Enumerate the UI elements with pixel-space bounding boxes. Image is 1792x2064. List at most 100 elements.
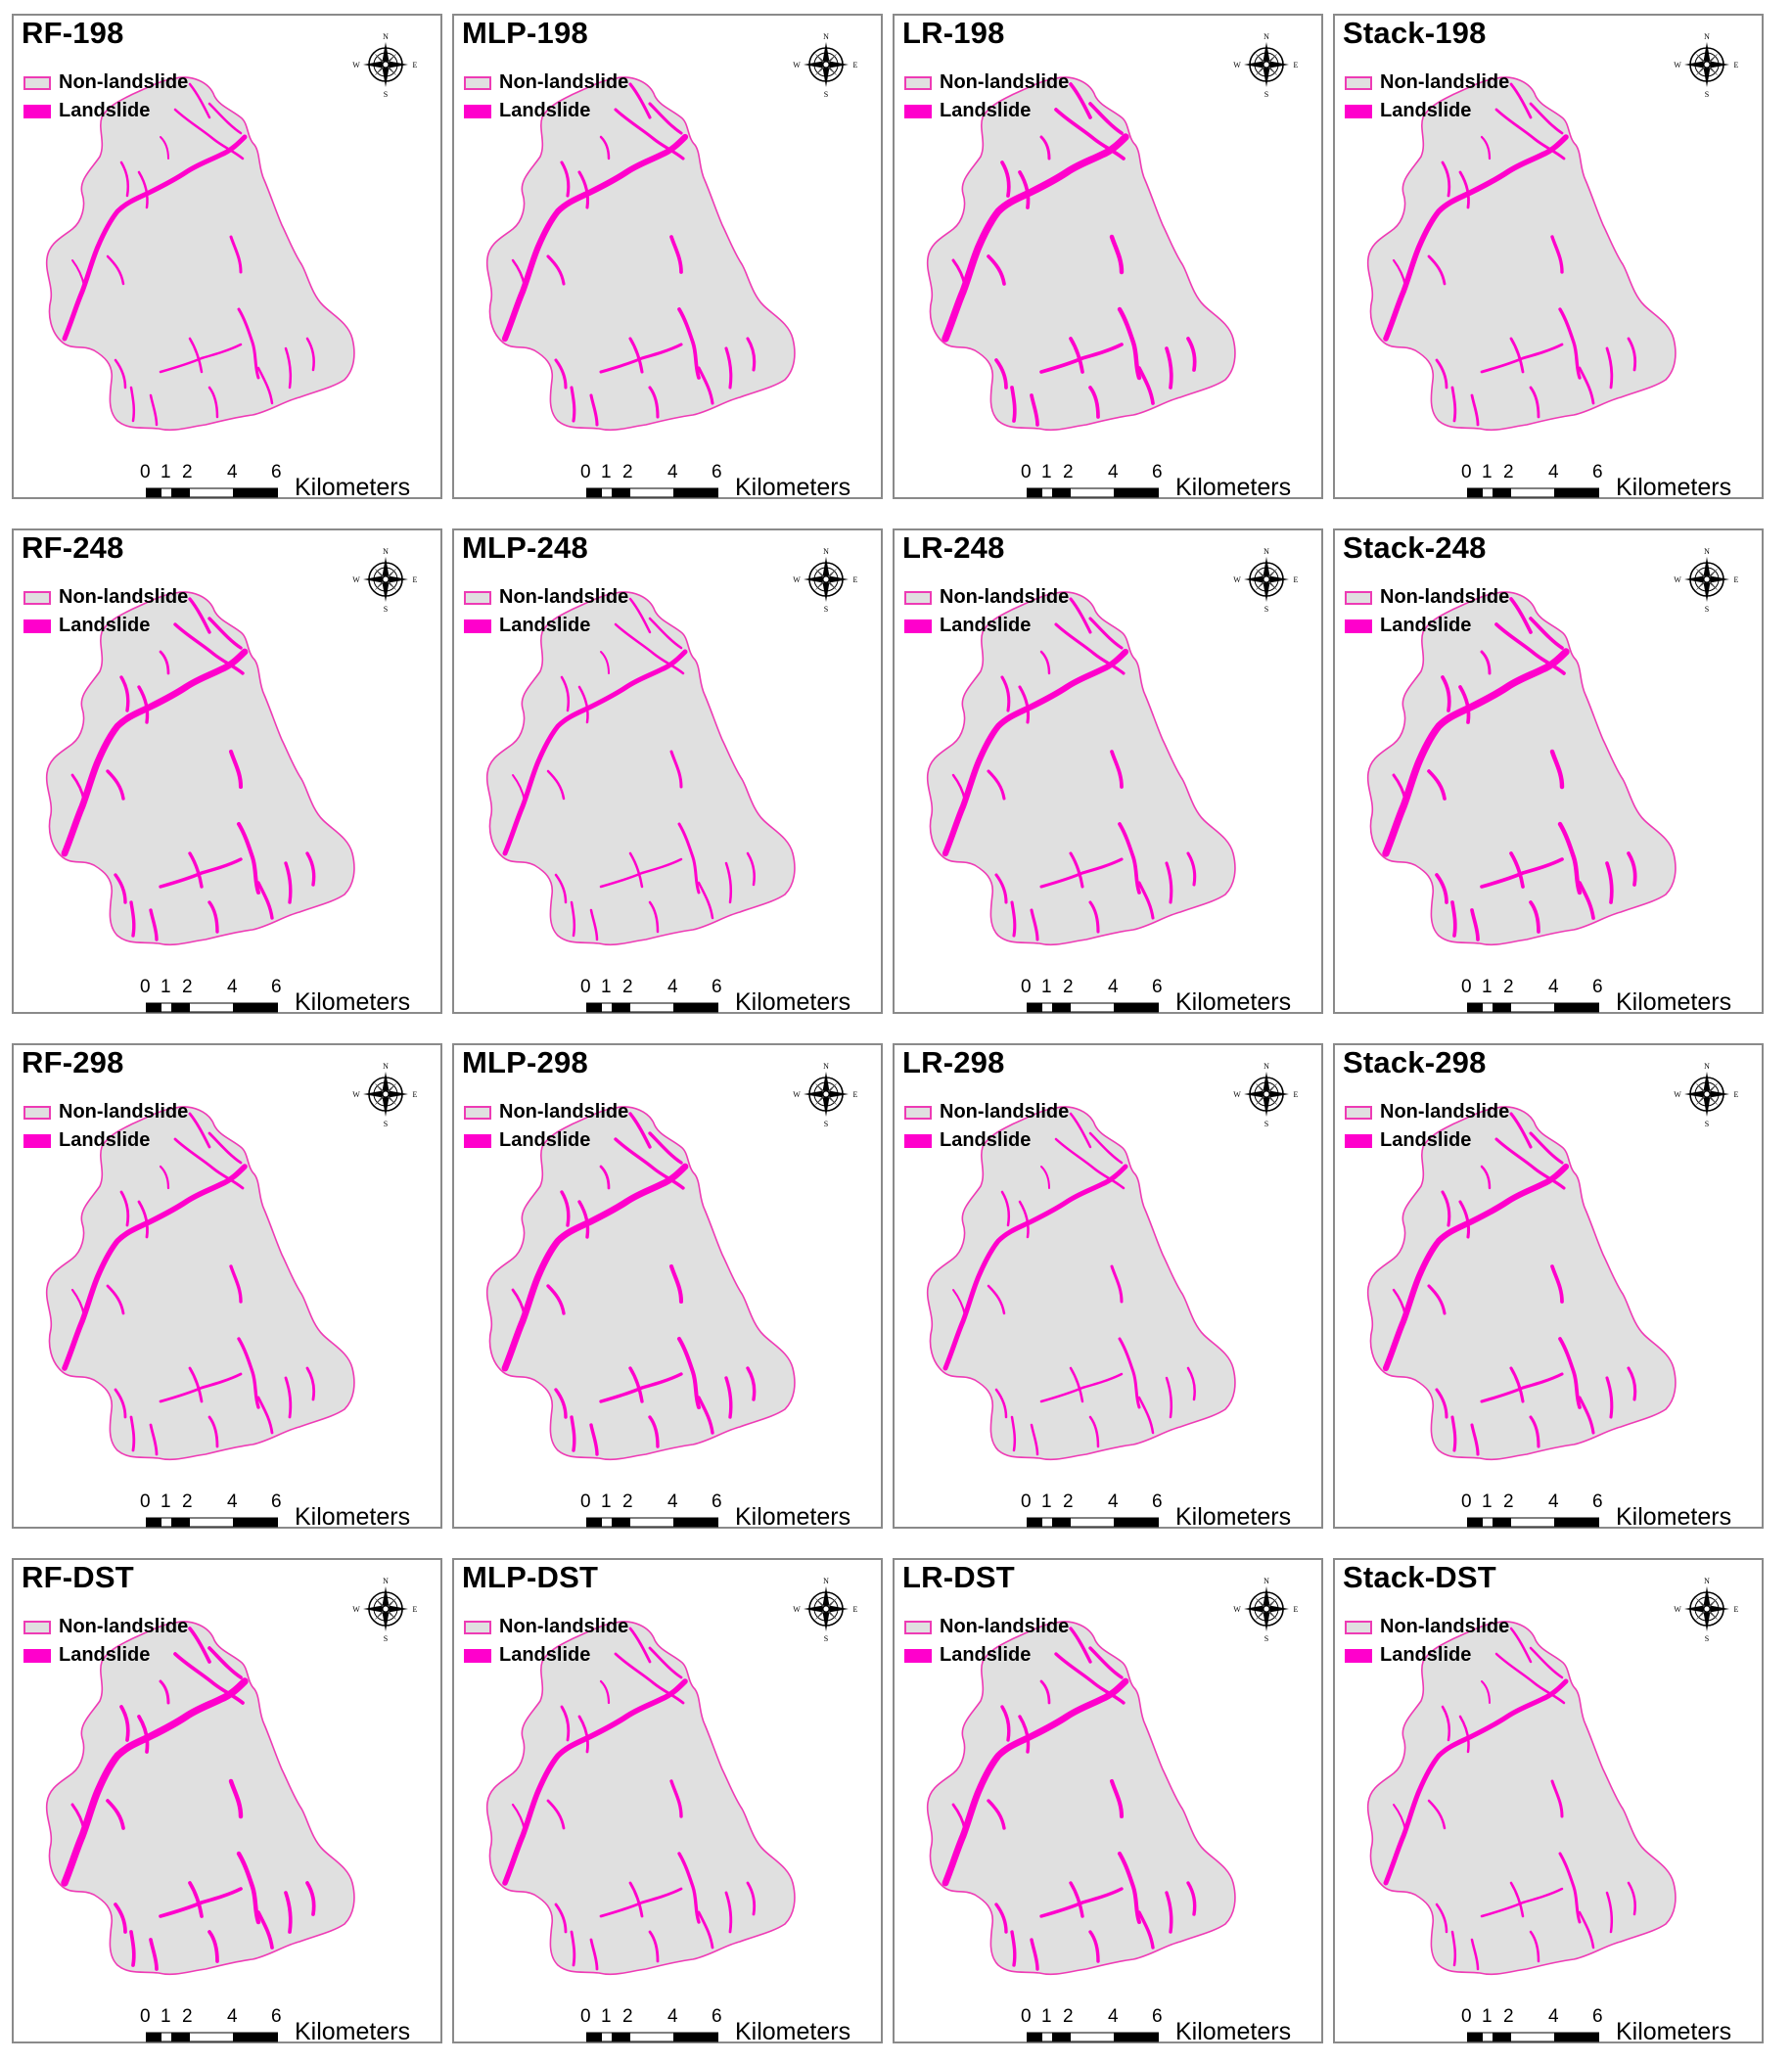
landslide-swatch (904, 104, 932, 118)
non-landslide-swatch (464, 590, 491, 605)
scale-unit: Kilometers (295, 988, 411, 1016)
legend-item-non-landslide: Non-landslide (904, 69, 1069, 97)
landslide-swatch (464, 1133, 491, 1148)
legend-item-landslide: Landslide (904, 1126, 1069, 1155)
scale-bar: 0 1 2 4 6 Kilometers (1461, 462, 1761, 505)
legend-item-landslide: Landslide (23, 97, 188, 125)
scale-unit: Kilometers (735, 474, 851, 501)
landslide-zones (501, 82, 757, 427)
compass-s: S (384, 1634, 388, 1643)
map-panel-mlp-298: MLP-298 Non-landslide Landslide N S E W (452, 1043, 883, 1531)
legend-label: Non-landslide (1380, 586, 1510, 608)
scale-tick: 6 (1592, 462, 1603, 482)
landslide-swatch (464, 104, 491, 118)
scale-bar: 0 1 2 4 6 Kilometers (140, 977, 439, 1020)
compass-n: N (1264, 1062, 1269, 1071)
scale-unit: Kilometers (735, 1503, 851, 1531)
scale-bar: 0 1 2 4 6 Kilometers (140, 462, 439, 505)
scale-bar: 0 1 2 4 6 Kilometers (580, 1491, 880, 1535)
legend-label: Landslide (59, 615, 151, 636)
non-landslide-swatch (464, 1620, 491, 1634)
north-arrow-compass-icon: N S E W (1674, 1577, 1738, 1643)
legend-item-landslide: Landslide (464, 97, 628, 125)
compass-w: W (793, 1090, 801, 1099)
scale-bar-graphic (586, 1002, 718, 1013)
north-arrow-compass-icon: N S E W (1233, 547, 1298, 614)
legend-label: Non-landslide (499, 1101, 629, 1123)
study-area-map (926, 1621, 1236, 1976)
scale-tick: 1 (601, 2006, 612, 2027)
compass-w: W (793, 61, 801, 69)
compass-e: E (853, 1605, 858, 1614)
scale-tick: 1 (601, 462, 612, 482)
study-area-map (1366, 1621, 1677, 1976)
legend-label: Landslide (59, 100, 151, 121)
scale-tick: 2 (182, 1491, 193, 1512)
scale-bar-graphic (1027, 487, 1159, 498)
compass-e: E (1734, 61, 1739, 69)
compass-w: W (1233, 61, 1241, 69)
scale-tick: 4 (1548, 2006, 1559, 2027)
north-arrow-compass-icon: N S E W (352, 547, 417, 614)
panel-title: MLP-DST (462, 1560, 599, 1594)
scale-tick: 6 (712, 977, 722, 997)
scale-tick: 0 (580, 977, 591, 997)
compass-w: W (352, 1090, 360, 1099)
legend-label: Non-landslide (499, 586, 629, 608)
panel-title: RF-DST (22, 1560, 134, 1594)
panel-title: MLP-198 (462, 16, 588, 50)
scale-tick: 4 (1548, 462, 1559, 482)
scale-tick: 2 (622, 977, 633, 997)
compass-w: W (352, 575, 360, 584)
scale-tick: 6 (712, 462, 722, 482)
study-area-map (485, 76, 796, 432)
scale-tick: 6 (271, 1491, 282, 1512)
map-panel-rf-298: RF-298 Non-landslide Landslide N S E W (12, 1043, 442, 1531)
landslide-swatch (904, 619, 932, 633)
scale-tick: 0 (1461, 462, 1472, 482)
scale-tick: 0 (1461, 2006, 1472, 2027)
scale-tick: 4 (1108, 2006, 1119, 2027)
map-panel-stack-dst: Stack-DST Non-landslide Landslide N S E … (1333, 1558, 1764, 2045)
legend-item-landslide: Landslide (904, 612, 1069, 640)
map-legend: Non-landslide Landslide (1345, 583, 1509, 640)
scale-tick: 0 (580, 1491, 591, 1512)
compass-s: S (1705, 90, 1709, 99)
scale-tick: 2 (1063, 462, 1074, 482)
scale-tick: 2 (1063, 1491, 1074, 1512)
legend-item-non-landslide: Non-landslide (23, 1098, 188, 1126)
legend-label: Landslide (59, 1129, 151, 1151)
scale-tick: 0 (140, 1491, 151, 1512)
scale-bar: 0 1 2 4 6 Kilometers (1021, 1491, 1320, 1535)
panel-title: LR-198 (902, 16, 1005, 50)
scale-tick: 2 (622, 1491, 633, 1512)
compass-e: E (1734, 575, 1739, 584)
legend-label: Non-landslide (59, 1616, 189, 1637)
landslide-swatch (904, 1648, 932, 1663)
compass-e: E (1734, 1090, 1739, 1099)
map-legend: Non-landslide Landslide (904, 69, 1069, 125)
landslide-zones (502, 597, 756, 941)
scale-tick: 6 (1592, 1491, 1603, 1512)
scale-tick: 2 (182, 977, 193, 997)
map-legend: Non-landslide Landslide (23, 69, 188, 125)
scale-unit: Kilometers (295, 1503, 411, 1531)
scale-bar-graphic (1467, 487, 1599, 498)
compass-s: S (824, 1634, 828, 1643)
scale-tick: 6 (1592, 2006, 1603, 2027)
panel-title: MLP-298 (462, 1045, 588, 1079)
non-landslide-swatch (1345, 590, 1372, 605)
scale-unit: Kilometers (1616, 988, 1732, 1016)
north-arrow-compass-icon: N S E W (352, 32, 417, 99)
scale-bar-graphic (146, 2032, 278, 2042)
north-arrow-compass-icon: N S E W (793, 547, 857, 614)
scale-tick: 1 (161, 2006, 171, 2027)
study-area-map (45, 591, 355, 946)
map-panel-rf-248: RF-248 Non-landslide Landslide N S E W (12, 528, 442, 1016)
north-arrow-compass-icon: N S E W (1233, 1577, 1298, 1643)
map-legend: Non-landslide Landslide (23, 1613, 188, 1670)
panel-title: Stack-DST (1343, 1560, 1496, 1594)
north-arrow-compass-icon: N S E W (1233, 1062, 1298, 1128)
scale-tick: 0 (1021, 977, 1032, 997)
scale-tick: 6 (712, 1491, 722, 1512)
